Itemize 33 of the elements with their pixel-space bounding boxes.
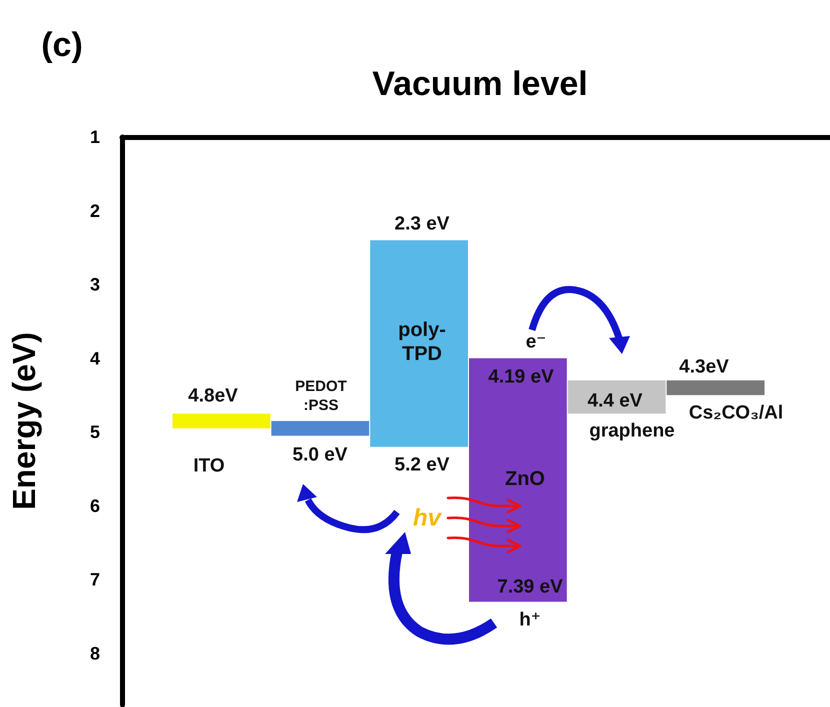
- bar: [370, 240, 468, 447]
- x-tick-label: graphene: [589, 420, 675, 442]
- annotation: hv: [412, 504, 443, 532]
- x-tick-label: Cs₂CO₃/Al: [688, 402, 784, 424]
- annotation: 7.39 eV: [497, 576, 564, 598]
- chart-title: Vacuum level: [372, 65, 588, 103]
- y-tick-label: 6: [90, 496, 100, 516]
- bar: [271, 421, 370, 436]
- y-tick-label: 7: [90, 570, 100, 590]
- annotation: 4.19 eV: [488, 366, 554, 388]
- x-tick-label: poly- TPD: [398, 319, 446, 365]
- y-tick-label: 2: [90, 200, 100, 221]
- y-tick-label: 5: [90, 422, 100, 442]
- annotation: 4.4 eV: [588, 390, 643, 412]
- x-tick-label: ITO: [193, 456, 225, 476]
- annotation: 2.3 eV: [394, 214, 450, 234]
- annotation: 4.8eV: [188, 386, 238, 406]
- y-tick-label: 3: [90, 274, 100, 295]
- y-tick-label: 8: [90, 643, 100, 664]
- annotation: e⁻: [526, 332, 546, 352]
- y-tick-label: 1: [90, 127, 100, 147]
- text: (c): [41, 26, 83, 64]
- x-tick-label: ZnO: [505, 468, 545, 490]
- annotation: h⁺: [519, 610, 541, 630]
- x-tick-label: PEDOT :PSS: [295, 378, 347, 414]
- bar: [468, 358, 567, 602]
- bar: [666, 380, 765, 396]
- annotation: 5.0 eV: [292, 444, 348, 466]
- y-axis-title: Energy (eV): [6, 332, 42, 510]
- y-tick-label: 4: [90, 348, 100, 368]
- annotation: 5.2 eV: [394, 454, 450, 476]
- annotation: 4.3eV: [679, 356, 730, 378]
- bar: [172, 414, 270, 428]
